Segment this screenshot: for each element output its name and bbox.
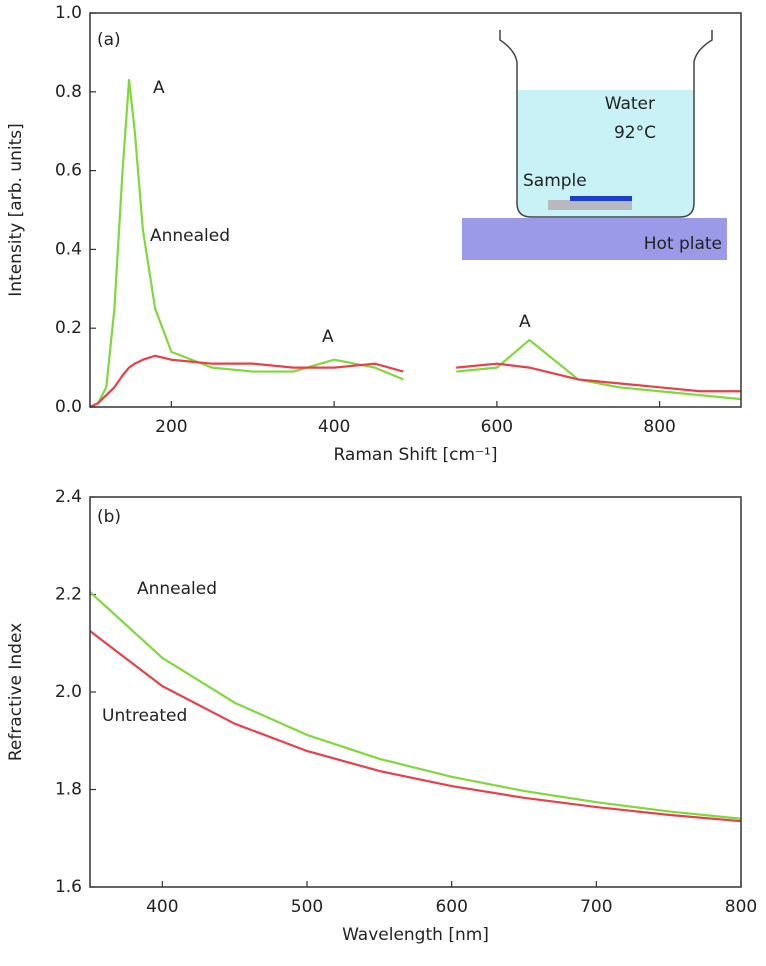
beaker xyxy=(499,30,713,218)
y-tick-label: 0.2 xyxy=(55,318,82,338)
series-line xyxy=(89,630,742,823)
y-axis-label: Refractive Index xyxy=(6,623,26,761)
x-tick-label: 200 xyxy=(155,417,187,437)
hot-plate xyxy=(462,218,727,260)
y-tick-label: 0.6 xyxy=(55,161,82,181)
annotation: A xyxy=(153,78,165,98)
x-tick-label: 600 xyxy=(435,897,467,917)
sample-substrate xyxy=(548,200,632,210)
x-tick-label: 400 xyxy=(318,417,350,437)
panel-label: (a) xyxy=(97,30,121,50)
series-line xyxy=(89,354,741,408)
annotation: Water xyxy=(605,94,655,114)
annotation: A xyxy=(322,327,334,347)
y-tick-label: 0.8 xyxy=(55,82,82,102)
x-tick-label: 800 xyxy=(725,897,757,917)
x-tick-label: 400 xyxy=(146,897,178,917)
series-line xyxy=(89,591,742,820)
plot-frame xyxy=(89,496,742,888)
series-label: Annealed xyxy=(137,579,217,599)
series-label: Annealed xyxy=(150,226,230,246)
x-tick-label: 600 xyxy=(481,417,513,437)
y-tick-label: 2.0 xyxy=(55,682,82,702)
y-axis-label: Intensity [arb. units] xyxy=(6,123,26,296)
x-tick-label: 500 xyxy=(291,897,323,917)
y-tick-label: 2.2 xyxy=(55,585,82,605)
annotation: 92°C xyxy=(614,123,656,143)
x-tick-label: 700 xyxy=(580,897,612,917)
annotation: A xyxy=(519,312,531,332)
y-tick-label: 1.0 xyxy=(55,3,82,23)
y-tick-label: 0.0 xyxy=(55,397,82,417)
y-tick-label: 2.4 xyxy=(55,487,82,507)
annotation: Hot plate xyxy=(644,234,722,254)
sample-film xyxy=(570,196,632,201)
series-line xyxy=(89,78,742,408)
annotation: Sample xyxy=(523,171,587,191)
y-tick-label: 0.4 xyxy=(55,239,82,259)
inset-diagram xyxy=(462,30,727,260)
water xyxy=(517,90,694,217)
x-axis-label: Wavelength [nm] xyxy=(342,925,489,945)
y-tick-label: 1.8 xyxy=(55,780,82,800)
y-tick-label: 1.6 xyxy=(55,877,82,897)
series-label: Untreated xyxy=(102,706,187,726)
panel-label: (b) xyxy=(97,507,121,527)
plot-frame xyxy=(89,12,742,408)
x-tick-label: 800 xyxy=(643,417,675,437)
x-axis-label: Raman Shift [cm⁻¹] xyxy=(333,445,497,465)
